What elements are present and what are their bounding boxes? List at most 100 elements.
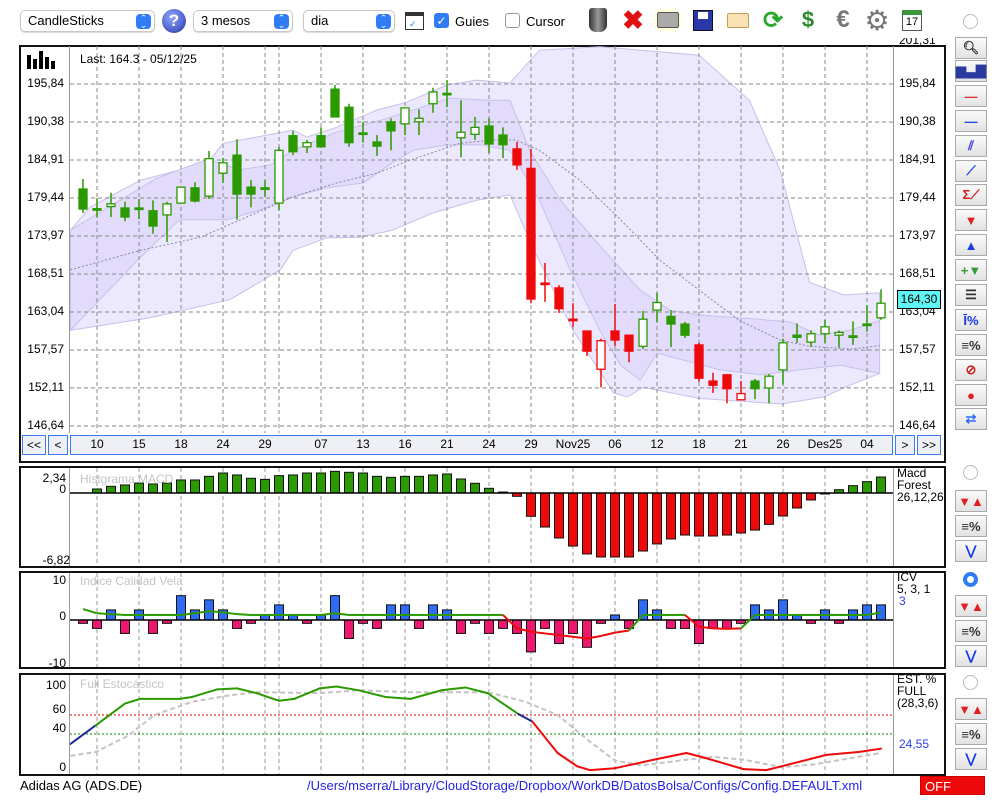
euro-icon[interactable]: €: [836, 6, 850, 33]
price-y-tick: 157,57: [27, 341, 64, 356]
status-toggle[interactable]: OFF: [920, 776, 985, 795]
period-select[interactable]: 3 mesos ⌃ ⌄: [193, 10, 293, 32]
macd-plot[interactable]: [70, 468, 893, 566]
price-plot[interactable]: [70, 46, 893, 433]
trend-line-tool-button[interactable]: ⟋: [955, 160, 987, 182]
macd-bar: [848, 485, 858, 494]
macd-percent-lines-button[interactable]: ≡%: [955, 515, 987, 537]
candle-body: [344, 106, 354, 144]
candle-body: [806, 333, 816, 343]
icv-signals-button[interactable]: ▼▲: [955, 595, 987, 617]
date-scrollbar[interactable]: [70, 435, 893, 455]
nav-prev-button[interactable]: <: [48, 435, 68, 455]
stochastic-curve-button[interactable]: ⋁: [955, 748, 987, 770]
refresh-button[interactable]: ⇄: [955, 408, 987, 430]
stochastic-y-tick: 100: [45, 678, 66, 692]
icv-bar: [568, 619, 578, 634]
icv-bar: [862, 604, 872, 621]
add-signal-button[interactable]: +▼: [955, 259, 987, 281]
icv-bar: [274, 604, 284, 621]
candle-body: [568, 318, 578, 322]
red-horizontal-line-button[interactable]: —: [955, 85, 987, 107]
channel-tool-button[interactable]: ⫽: [955, 135, 987, 157]
blue-horizontal-line-button[interactable]: —: [955, 110, 987, 132]
help-icon[interactable]: ?: [162, 9, 186, 33]
price-y-tick: 179,44: [27, 189, 64, 204]
price-y-tick: 163,04: [27, 303, 64, 318]
candle-body: [218, 162, 228, 174]
stochastic-plot[interactable]: [70, 675, 893, 774]
icv-percent-lines-button[interactable]: ≡%: [955, 620, 987, 642]
guides-checkbox[interactable]: ✓: [434, 13, 449, 28]
cursor-checkbox[interactable]: [505, 13, 520, 28]
clear-all-button[interactable]: ⊘: [955, 359, 987, 381]
icv-curve-button[interactable]: ⋁: [955, 645, 987, 667]
fibonacci-lines-button[interactable]: ☰: [955, 284, 987, 306]
icv-signal-segment: [614, 629, 630, 634]
nav-first-button[interactable]: <<: [22, 435, 46, 455]
stochastic-k-segment: [765, 765, 783, 772]
date-tick: 21: [734, 437, 748, 451]
period-value: 3 mesos: [201, 13, 251, 28]
currency-refresh-icon[interactable]: $: [801, 7, 815, 32]
macd-bar: [176, 479, 186, 494]
date-tick: 29: [524, 437, 538, 451]
nav-next-button[interactable]: >: [895, 435, 915, 455]
macd-y-tick: 2,34: [42, 471, 66, 485]
macd-bar: [554, 492, 564, 539]
stochastic-signals-button[interactable]: ▼▲: [955, 698, 987, 720]
macd-signals-button[interactable]: ▼▲: [955, 490, 987, 512]
icv-signal-segment: [96, 612, 112, 616]
icv-panel-radio[interactable]: [963, 572, 978, 587]
camera-icon[interactable]: [655, 6, 681, 34]
chevron-updown-icon: ⌃ ⌄: [136, 14, 151, 30]
percent-lines-button[interactable]: ≡%: [955, 334, 987, 356]
macd-bar: [428, 474, 438, 494]
macd-curve-button[interactable]: ⋁: [955, 540, 987, 562]
icv-bar: [484, 619, 494, 634]
main-panel-radio[interactable]: [963, 14, 978, 29]
candle-body: [540, 282, 550, 286]
chart-type-value: CandleSticks: [28, 13, 104, 28]
save-icon[interactable]: [690, 6, 716, 34]
icv-bar: [428, 604, 438, 621]
zoom-tool-button[interactable]: 🔍︎: [955, 37, 987, 59]
record-button[interactable]: ●: [955, 384, 987, 406]
date-tick: 13: [356, 437, 370, 451]
stochastic-percent-lines-button[interactable]: ≡%: [955, 723, 987, 745]
icv-bar: [400, 604, 410, 621]
icv-signal-segment: [558, 634, 574, 638]
sigma-trend-line-tool-button[interactable]: Σ⟋: [955, 184, 987, 206]
candle-body: [498, 134, 508, 146]
config-path-link[interactable]: /Users/mserra/Library/CloudStorage/Dropb…: [307, 778, 863, 793]
macd-panel-radio[interactable]: [963, 465, 978, 480]
icv-signal-segment: [82, 608, 98, 615]
chart-thumbnail-button[interactable]: ▆▃▇: [955, 60, 987, 82]
delete-icon[interactable]: ✖: [622, 4, 644, 35]
buy-signal-button[interactable]: ▲: [955, 234, 987, 256]
range-percent-button[interactable]: Ī%: [955, 309, 987, 331]
macd-bar: [414, 475, 424, 494]
chart-type-select[interactable]: CandleSticks ⌃ ⌄: [20, 10, 155, 32]
macd-bar: [722, 492, 732, 536]
date-tick: 07: [314, 437, 328, 451]
folder-open-icon[interactable]: [725, 6, 751, 34]
chart-window-icon[interactable]: ✓: [405, 12, 424, 30]
interval-select[interactable]: dia ⌃ ⌄: [303, 10, 395, 32]
gear-icon[interactable]: ⚙: [864, 4, 890, 36]
candle-body: [134, 207, 144, 211]
refresh-icon[interactable]: ⟳: [762, 6, 784, 34]
sell-signal-button[interactable]: ▼: [955, 209, 987, 231]
nav-last-button[interactable]: >>: [917, 435, 941, 455]
icv-signal-segment: [698, 625, 714, 630]
calendar-icon[interactable]: 17: [899, 6, 925, 34]
guides-label: Guies: [455, 14, 489, 29]
candle-body: [582, 330, 592, 352]
date-tick: 26: [776, 437, 790, 451]
trash-icon[interactable]: [585, 6, 611, 34]
candle-body: [820, 326, 830, 335]
macd-bar: [876, 476, 886, 494]
icv-bar: [526, 619, 536, 653]
icv-plot[interactable]: [70, 573, 893, 667]
stochastic-panel-radio[interactable]: [963, 675, 978, 690]
